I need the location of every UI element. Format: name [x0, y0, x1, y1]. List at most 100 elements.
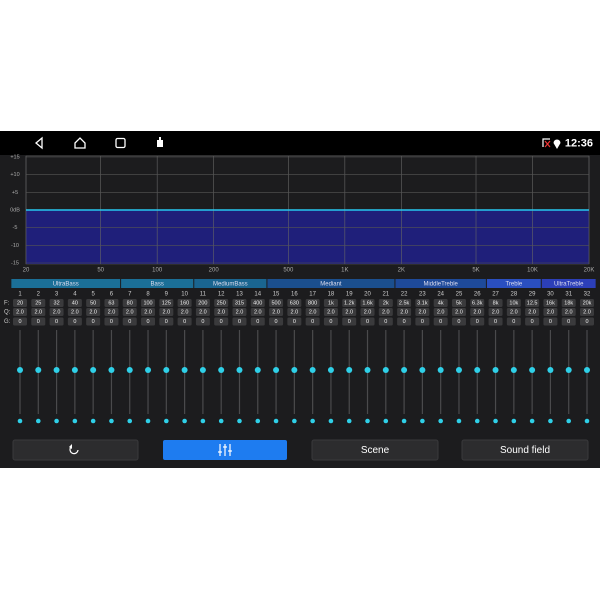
x-tick-label: 200	[209, 268, 220, 274]
band-group-header	[541, 279, 596, 288]
value-box	[104, 299, 119, 307]
band-g: 0	[165, 319, 168, 325]
value-box	[159, 308, 174, 316]
scene-button[interactable]	[311, 439, 439, 461]
band-number: 28	[510, 292, 517, 298]
value-box	[525, 308, 540, 316]
x-tick-label: 20K	[584, 268, 595, 274]
band-q: 2.0	[126, 309, 134, 315]
value-box	[195, 299, 210, 307]
band-g: 0	[55, 319, 58, 325]
band-f: 32	[54, 300, 60, 306]
band-f: 630	[290, 300, 299, 306]
slider-dot	[474, 418, 480, 424]
band-group-header	[11, 279, 121, 288]
band-f: 20k	[583, 300, 592, 306]
slider-dot	[438, 418, 443, 424]
value-box	[122, 317, 137, 326]
slider-knob	[327, 367, 334, 373]
slider-dot	[493, 418, 498, 424]
value-box	[86, 308, 101, 316]
slider-dot	[383, 418, 389, 424]
band-q: 2.0	[327, 309, 335, 315]
value-box	[342, 317, 357, 326]
band-g: 0	[421, 319, 424, 325]
band-f: 315	[235, 300, 244, 306]
value-box	[232, 299, 247, 307]
band-q: 2.0	[419, 309, 427, 315]
value-box	[415, 317, 430, 326]
value-box	[433, 308, 448, 316]
slider-knob	[474, 367, 481, 373]
band-number: 9	[165, 292, 169, 298]
value-box	[67, 299, 82, 307]
value-box	[506, 317, 521, 326]
slider-knob	[565, 367, 572, 373]
value-box	[451, 308, 466, 316]
reset-button[interactable]	[12, 439, 139, 461]
band-f: 5k	[456, 300, 462, 306]
band-number: 31	[565, 292, 572, 298]
slider-knob	[273, 367, 280, 373]
band-f: 25	[35, 300, 41, 306]
value-box	[305, 299, 320, 307]
slider-dot	[255, 418, 261, 424]
band-group-header	[267, 279, 395, 288]
band-q: 2.0	[510, 309, 518, 315]
band-number: 1	[18, 292, 22, 298]
value-box	[543, 317, 558, 326]
lock-icon	[157, 140, 163, 147]
band-g: 0	[585, 319, 588, 325]
slider-knob	[181, 367, 188, 373]
value-box	[269, 299, 284, 307]
band-number: 7	[128, 292, 132, 298]
slider-dot	[584, 418, 590, 424]
value-box	[104, 317, 119, 326]
slider-knob	[510, 367, 517, 373]
slider-dot	[237, 418, 242, 424]
band-f: 4k	[438, 300, 444, 306]
value-box	[580, 308, 594, 316]
y-tick-label: +15	[10, 154, 19, 160]
band-number: 10	[181, 292, 188, 298]
value-box	[305, 317, 320, 326]
band-f: 50	[90, 300, 96, 306]
value-box	[323, 317, 338, 326]
value-box	[342, 308, 357, 316]
value-box	[141, 308, 156, 316]
band-q: 2.0	[162, 309, 170, 315]
band-q: 2.0	[455, 309, 463, 315]
value-box	[49, 299, 64, 307]
band-number: 25	[456, 292, 463, 298]
value-box	[269, 317, 284, 326]
slider-knob	[145, 367, 152, 373]
value-box	[177, 308, 192, 316]
slider-dot	[401, 418, 407, 424]
recents-button[interactable]	[115, 137, 126, 149]
value-box	[543, 308, 558, 316]
band-g: 0	[220, 319, 223, 325]
band-q: 2.0	[236, 309, 244, 315]
band-g: 0	[201, 319, 204, 325]
slider-dot	[420, 418, 425, 424]
graph: 20 50 100 200 500 1K 2K 5K 10K 20K +15 +10 +5 0dB -5 -1…	[10, 154, 594, 273]
back-button[interactable]	[34, 136, 43, 150]
slider-knob	[364, 367, 371, 373]
lock-icon-top	[159, 137, 161, 140]
band-number: 14	[254, 292, 261, 298]
value-box	[488, 317, 503, 326]
value-box	[561, 308, 576, 316]
band-number: 19	[346, 292, 353, 298]
band-g: 0	[348, 319, 351, 325]
band-group-name: MediumBass	[213, 282, 248, 288]
value-box	[580, 317, 594, 326]
band-q: 2.0	[437, 309, 445, 315]
value-box	[195, 308, 210, 316]
sound-field-button[interactable]	[461, 439, 589, 461]
value-box	[287, 308, 302, 316]
y-tick-label: +5	[12, 190, 18, 196]
home-button[interactable]	[74, 137, 86, 149]
band-number: 3	[55, 292, 59, 298]
band-number: 26	[474, 292, 481, 298]
slider-knob	[218, 367, 225, 373]
